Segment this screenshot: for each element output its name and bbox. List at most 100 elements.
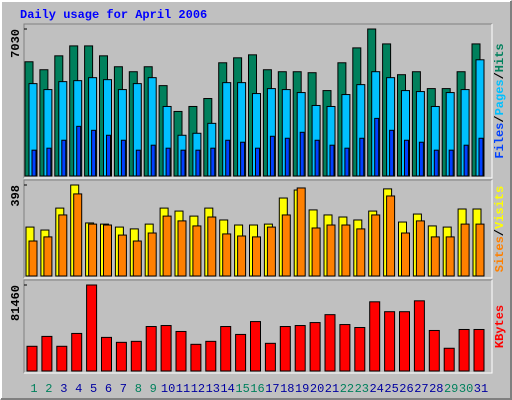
x-tick-label: 10: [161, 382, 175, 396]
bar: [404, 139, 409, 177]
bar: [255, 147, 260, 177]
x-tick-label: 23: [355, 382, 369, 396]
bar: [205, 340, 217, 372]
bar: [106, 134, 111, 177]
bar: [160, 325, 172, 372]
x-tick-label: 21: [325, 382, 339, 396]
legend-entry: Visits: [493, 186, 507, 229]
bar: [279, 326, 291, 372]
legend-separator: /: [493, 72, 507, 79]
x-tick-label: 27: [414, 382, 428, 396]
bar: [399, 311, 410, 372]
bar: [430, 236, 440, 277]
x-tick-label: 17: [265, 382, 279, 396]
bar: [207, 216, 217, 277]
bar: [386, 195, 396, 277]
bar: [458, 328, 470, 372]
bar: [314, 139, 320, 177]
bar: [269, 135, 275, 177]
bar: [76, 125, 82, 177]
bar: [28, 240, 38, 277]
legend-entry: Hits: [493, 43, 507, 72]
bar: [413, 300, 425, 372]
bar: [175, 330, 187, 372]
legend-separator: /: [493, 115, 507, 122]
bar: [311, 227, 321, 277]
x-tick-label: 6: [105, 382, 112, 396]
x-tick-label: 15: [235, 382, 249, 396]
legend-entry: Pages: [493, 79, 507, 115]
x-tick-label: 20: [310, 382, 324, 396]
bar: [339, 324, 351, 372]
bar: [117, 234, 127, 277]
bar: [359, 137, 365, 177]
bar: [101, 336, 112, 372]
x-tick-label: 2: [45, 382, 52, 396]
bar: [145, 326, 157, 372]
bar: [132, 240, 142, 277]
panel-bevel-light: [24, 180, 493, 279]
bar: [309, 322, 321, 372]
bar: [384, 311, 396, 372]
x-tick-label: 4: [75, 382, 82, 396]
x-tick-label: 25: [384, 382, 398, 396]
bar: [177, 220, 187, 277]
bar: [448, 149, 454, 177]
panel-bevel-dark: [23, 23, 492, 178]
bar: [165, 147, 171, 177]
panel-bevel-light: [24, 24, 493, 179]
bar: [473, 328, 485, 372]
x-tick-label: 12: [191, 382, 205, 396]
bar: [445, 236, 455, 277]
bar: [135, 149, 141, 177]
x-tick-label: 5: [90, 382, 97, 396]
bar: [324, 314, 336, 372]
bar: [463, 144, 469, 177]
bar: [240, 141, 246, 177]
bar: [326, 224, 336, 277]
bar: [478, 137, 484, 177]
bar: [354, 327, 366, 372]
bar: [180, 149, 186, 177]
bar: [475, 223, 485, 277]
x-tick-label: 19: [295, 382, 309, 396]
y-tick-label: 81460: [9, 285, 23, 321]
bar: [401, 232, 410, 277]
bar: [460, 223, 470, 277]
bar: [58, 214, 68, 277]
x-tick-label: 13: [206, 382, 220, 396]
bar: [252, 236, 261, 277]
legend: Sites/Visits: [493, 186, 507, 272]
bar: [31, 149, 37, 177]
legend-separator: /: [493, 229, 507, 236]
bar: [225, 139, 231, 177]
x-tick-label: 16: [250, 382, 264, 396]
bar: [220, 326, 232, 372]
bar: [415, 220, 425, 277]
y-tick-label: 7030: [9, 29, 23, 58]
legend: KBytes: [493, 305, 507, 348]
x-tick-label: 7: [120, 382, 127, 396]
bar: [371, 214, 381, 277]
chart-title: Daily usage for April 2006: [20, 8, 207, 22]
bar: [284, 137, 290, 177]
panel-bevel-light: [24, 280, 493, 374]
bar: [369, 301, 381, 372]
bar: [281, 214, 291, 277]
legend: Files/Pages/Hits: [493, 43, 507, 158]
panel-bevel-dark: [23, 279, 492, 373]
bar: [103, 224, 112, 277]
x-tick-label: 28: [429, 382, 443, 396]
bar: [418, 141, 424, 177]
bar: [150, 144, 156, 177]
x-tick-label: 29: [444, 382, 458, 396]
x-tick-label: 26: [399, 382, 413, 396]
x-tick-label: 8: [135, 382, 142, 396]
bar: [235, 333, 247, 372]
bar: [88, 223, 98, 277]
bar: [264, 342, 276, 372]
bar: [356, 228, 366, 277]
legend-entry: Files: [493, 123, 507, 159]
bar: [71, 332, 83, 372]
